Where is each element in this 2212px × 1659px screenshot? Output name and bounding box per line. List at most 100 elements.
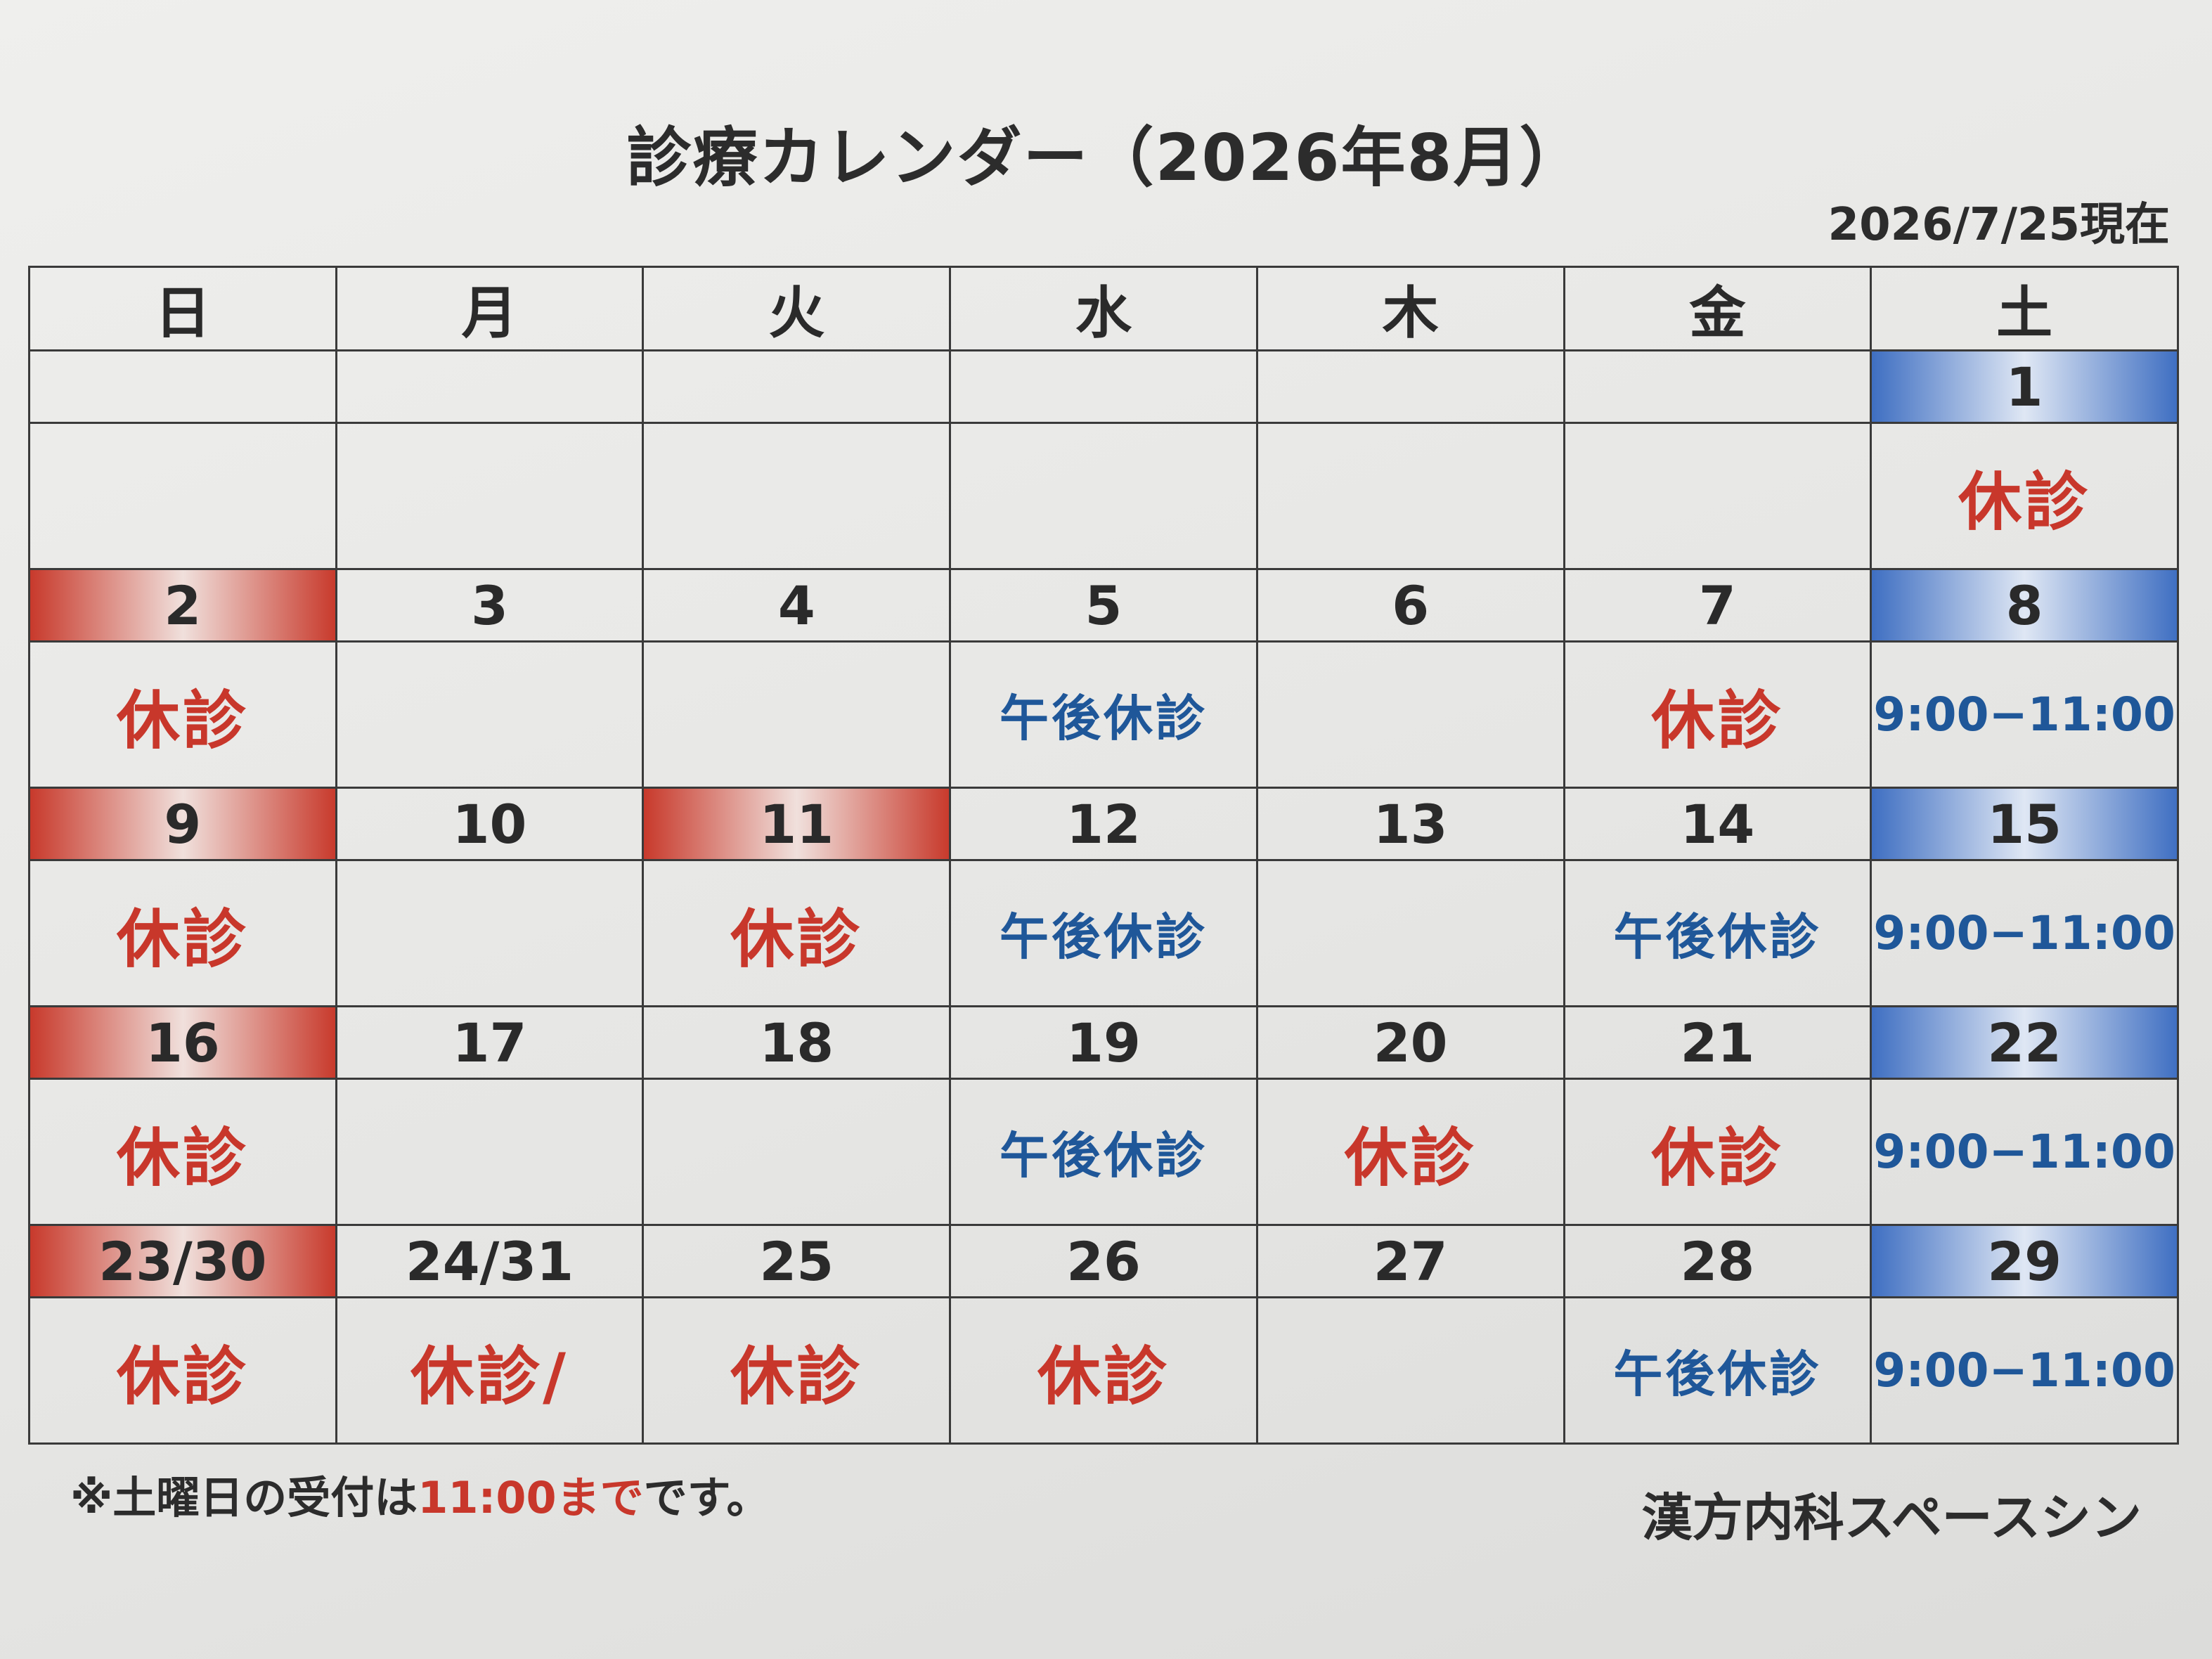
date-row: 1 (28, 349, 2179, 424)
status-label: 休診 (730, 902, 863, 976)
status-cell (1255, 422, 1565, 570)
status-cell: 休診 (949, 1296, 1258, 1445)
status-label: 休診 (116, 1339, 249, 1414)
status-cell (28, 422, 337, 570)
status-cell: 午後休診 (949, 640, 1258, 789)
clinic-name: 漢方内科スペースシン (1641, 1488, 2142, 1547)
date-row: 23/30 24/31 25 26 27 28 29 (28, 1224, 2179, 1298)
status-cell: 休診 (28, 1296, 337, 1445)
date-cell: 11 (642, 787, 952, 861)
date-cell: 13 (1255, 787, 1565, 861)
weekday-mon: 月 (335, 266, 645, 351)
status-cell (1255, 1296, 1565, 1445)
date-cell (28, 349, 337, 424)
status-cell (335, 640, 645, 789)
status-cell (1563, 422, 1873, 570)
status-cell: 9:00−11:00 (1870, 1296, 2179, 1445)
status-label: 午後休診 (1613, 908, 1822, 966)
date-cell (949, 349, 1258, 424)
date-cell: 28 (1563, 1224, 1873, 1298)
date-cell: 14 (1563, 787, 1873, 861)
status-cell: 午後休診 (1563, 859, 1873, 1007)
status-cell: 休診 (642, 1296, 952, 1445)
date-cell: 18 (642, 1005, 952, 1080)
status-cell: 休診 (28, 640, 337, 789)
date-cell: 27 (1255, 1224, 1565, 1298)
status-row: 休診 休診/休診 休診 午後休診 9:00−11:00 (28, 1296, 2179, 1445)
status-label: 9:00−11:00 (1873, 906, 2175, 960)
date-cell: 7 (1563, 568, 1873, 643)
status-label: 休診 (1651, 683, 1784, 758)
date-cell: 21 (1563, 1005, 1873, 1080)
as-of-date: 2026/7/25現在 (1828, 199, 2170, 251)
date-cell: 29 (1870, 1224, 2179, 1298)
date-cell: 12 (949, 787, 1258, 861)
status-cell (642, 640, 952, 789)
status-cell (335, 859, 645, 1007)
note-suffix: です。 (643, 1472, 770, 1523)
status-cell: 休診 (642, 859, 952, 1007)
date-cell: 19 (949, 1005, 1258, 1080)
status-cell: 午後休診 (949, 1078, 1258, 1226)
status-label: 午後休診 (999, 908, 1208, 966)
status-label: 9:00−11:00 (1873, 1125, 2175, 1179)
date-cell: 9 (28, 787, 337, 861)
status-label: 休診 (116, 683, 249, 758)
status-label: 午後休診 (999, 1127, 1208, 1184)
date-cell: 3 (335, 568, 645, 643)
date-row: 9 10 11 12 13 14 15 (28, 787, 2179, 861)
date-cell: 26 (949, 1224, 1258, 1298)
status-cell (1255, 859, 1565, 1007)
status-cell: 9:00−11:00 (1870, 640, 2179, 789)
date-cell: 25 (642, 1224, 952, 1298)
date-cell: 5 (949, 568, 1258, 643)
date-cell: 17 (335, 1005, 645, 1080)
status-label: 休診/ (410, 1339, 569, 1414)
status-cell: 休診 (1255, 1078, 1565, 1226)
date-cell: 24/31 (335, 1224, 645, 1298)
status-cell: 休診 (1563, 640, 1873, 789)
status-cell: 休診 (28, 1078, 337, 1226)
status-cell: 午後休診 (1563, 1296, 1873, 1445)
status-row: 休診 休診 午後休診 午後休診 9:00−11:00 (28, 859, 2179, 1007)
calendar-body: 1 休診 2 3 4 5 6 7 8 休診 午後休診 休診 9:00−11:00 9 10 11 12 13 14 1… (28, 349, 2179, 1445)
status-label: 休診 (730, 1339, 863, 1414)
weekday-tue: 火 (642, 266, 952, 351)
status-label: 休診 (116, 902, 249, 976)
status-label: 休診 (1651, 1121, 1784, 1195)
status-cell (1255, 640, 1565, 789)
date-cell (642, 349, 952, 424)
status-label: 休診 (1958, 465, 2091, 539)
status-cell: 9:00−11:00 (1870, 1078, 2179, 1226)
date-cell (1563, 349, 1873, 424)
page-title: 診療カレンダー（2026年8月） (626, 120, 1586, 195)
date-cell: 15 (1870, 787, 2179, 861)
status-label: 休診 (116, 1121, 249, 1195)
saturday-note: ※土曜日の受付は11:00までです。 (70, 1462, 770, 1525)
status-cell (335, 422, 645, 570)
status-cell (642, 422, 952, 570)
status-cell: 9:00−11:00 (1870, 859, 2179, 1007)
status-row: 休診 午後休診 休診 9:00−11:00 (28, 640, 2179, 789)
date-cell: 22 (1870, 1005, 2179, 1080)
status-label: 9:00−11:00 (1873, 1343, 2175, 1397)
weekday-wed: 水 (949, 266, 1258, 351)
date-cell: 16 (28, 1005, 337, 1080)
date-cell: 8 (1870, 568, 2179, 643)
status-cell: 午後休診 (949, 859, 1258, 1007)
status-cell (642, 1078, 952, 1226)
note-prefix: ※土曜日の受付は (70, 1472, 418, 1523)
status-cell (949, 422, 1258, 570)
status-cell: 休診 (28, 859, 337, 1007)
date-cell: 23/30 (28, 1224, 337, 1298)
date-cell: 6 (1255, 568, 1565, 643)
weekday-thu: 木 (1255, 266, 1565, 351)
status-label: 休診 (1344, 1121, 1477, 1195)
date-cell: 4 (642, 568, 952, 643)
status-cell (335, 1078, 645, 1226)
weekday-sat: 土 (1870, 266, 2179, 351)
note-highlight: 11:00まで (418, 1472, 644, 1523)
status-cell: 休診 (1870, 422, 2179, 570)
date-cell: 10 (335, 787, 645, 861)
